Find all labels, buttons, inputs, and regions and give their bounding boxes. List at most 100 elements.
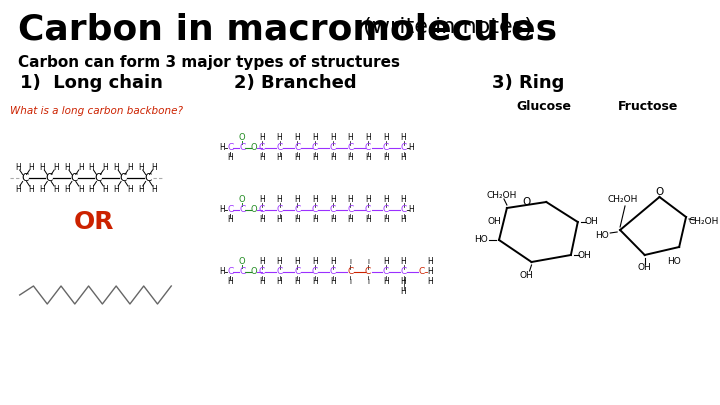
Text: H: H — [312, 215, 318, 224]
Text: 1)  Long chain: 1) Long chain — [19, 74, 163, 92]
Text: O: O — [251, 205, 257, 215]
Text: C: C — [418, 267, 424, 277]
Text: H: H — [383, 196, 389, 205]
Text: H: H — [78, 185, 84, 194]
Text: OH: OH — [520, 271, 534, 279]
Text: H: H — [276, 215, 282, 224]
Text: H: H — [401, 288, 406, 296]
Text: H: H — [127, 185, 132, 194]
Text: H: H — [408, 205, 414, 215]
Text: I: I — [367, 279, 369, 285]
Text: H: H — [408, 143, 414, 153]
Text: H: H — [40, 162, 45, 171]
Text: H: H — [294, 153, 300, 162]
Text: C: C — [383, 143, 389, 153]
Text: H: H — [152, 162, 158, 171]
Text: H: H — [383, 153, 389, 162]
Text: OH: OH — [585, 217, 598, 226]
Text: H: H — [294, 134, 300, 143]
Text: C: C — [21, 173, 28, 183]
Text: H: H — [294, 258, 300, 266]
Text: I: I — [349, 279, 351, 285]
Text: H: H — [401, 134, 406, 143]
Text: C: C — [95, 173, 102, 183]
Text: C: C — [228, 205, 233, 215]
Text: H: H — [401, 215, 406, 224]
Text: C: C — [400, 205, 407, 215]
Text: H: H — [220, 267, 225, 277]
Text: H: H — [365, 134, 371, 143]
Text: O: O — [251, 143, 257, 153]
Text: I: I — [349, 259, 351, 265]
Text: HO: HO — [667, 256, 681, 266]
Text: H: H — [259, 196, 265, 205]
Text: H: H — [330, 277, 336, 286]
Text: C: C — [365, 143, 372, 153]
Text: C: C — [330, 205, 336, 215]
Text: H: H — [220, 143, 225, 153]
Text: H: H — [53, 185, 59, 194]
Text: H: H — [276, 134, 282, 143]
Text: 2) Branched: 2) Branched — [234, 74, 357, 92]
Text: H: H — [312, 277, 318, 286]
Text: H: H — [330, 153, 336, 162]
Text: H: H — [294, 277, 300, 286]
Text: H: H — [330, 134, 336, 143]
Text: H: H — [330, 258, 336, 266]
Text: C: C — [276, 143, 283, 153]
Text: C: C — [294, 143, 300, 153]
Text: O: O — [655, 187, 664, 197]
Text: H: H — [40, 185, 45, 194]
Text: O: O — [251, 267, 257, 277]
Text: Fructose: Fructose — [618, 100, 678, 113]
Text: H: H — [15, 162, 21, 171]
Text: H: H — [228, 215, 233, 224]
Text: O: O — [523, 197, 531, 207]
Text: OH: OH — [638, 264, 652, 273]
Text: H: H — [312, 134, 318, 143]
Text: H: H — [259, 258, 265, 266]
Text: C: C — [383, 267, 389, 277]
Text: C: C — [258, 267, 265, 277]
Text: H: H — [427, 258, 433, 266]
Text: C: C — [347, 205, 354, 215]
Text: C: C — [239, 267, 246, 277]
Text: C: C — [400, 267, 407, 277]
Text: What is a long carbon backbone?: What is a long carbon backbone? — [10, 106, 183, 116]
Text: H: H — [276, 153, 282, 162]
Text: O: O — [239, 196, 246, 205]
Text: H: H — [383, 134, 389, 143]
Text: Carbon in macromolecules: Carbon in macromolecules — [18, 12, 557, 46]
Text: H: H — [138, 185, 143, 194]
Text: H: H — [401, 277, 406, 286]
Text: Carbon can form 3 major types of structures: Carbon can form 3 major types of structu… — [18, 55, 400, 70]
Text: HO: HO — [595, 230, 609, 239]
Text: H: H — [29, 185, 35, 194]
Text: H: H — [276, 196, 282, 205]
Text: H: H — [113, 185, 119, 194]
Text: CH₂OH: CH₂OH — [487, 190, 517, 200]
Text: O: O — [239, 258, 246, 266]
Text: C: C — [383, 205, 389, 215]
Text: 3) Ring: 3) Ring — [492, 74, 564, 92]
Text: H: H — [259, 215, 265, 224]
Text: C: C — [400, 143, 407, 153]
Text: I: I — [367, 259, 369, 265]
Text: H: H — [64, 185, 70, 194]
Text: H: H — [365, 215, 371, 224]
Text: C: C — [228, 143, 233, 153]
Text: CH₂OH: CH₂OH — [608, 196, 638, 205]
Text: HO: HO — [474, 235, 488, 245]
Text: H: H — [401, 196, 406, 205]
Text: H: H — [259, 277, 265, 286]
Text: H: H — [53, 162, 59, 171]
Text: C: C — [330, 143, 336, 153]
Text: H: H — [220, 205, 225, 215]
Text: H: H — [102, 162, 108, 171]
Text: H: H — [294, 196, 300, 205]
Text: C: C — [312, 267, 318, 277]
Text: H: H — [383, 258, 389, 266]
Text: H: H — [127, 162, 132, 171]
Text: H: H — [330, 196, 336, 205]
Text: C: C — [258, 143, 265, 153]
